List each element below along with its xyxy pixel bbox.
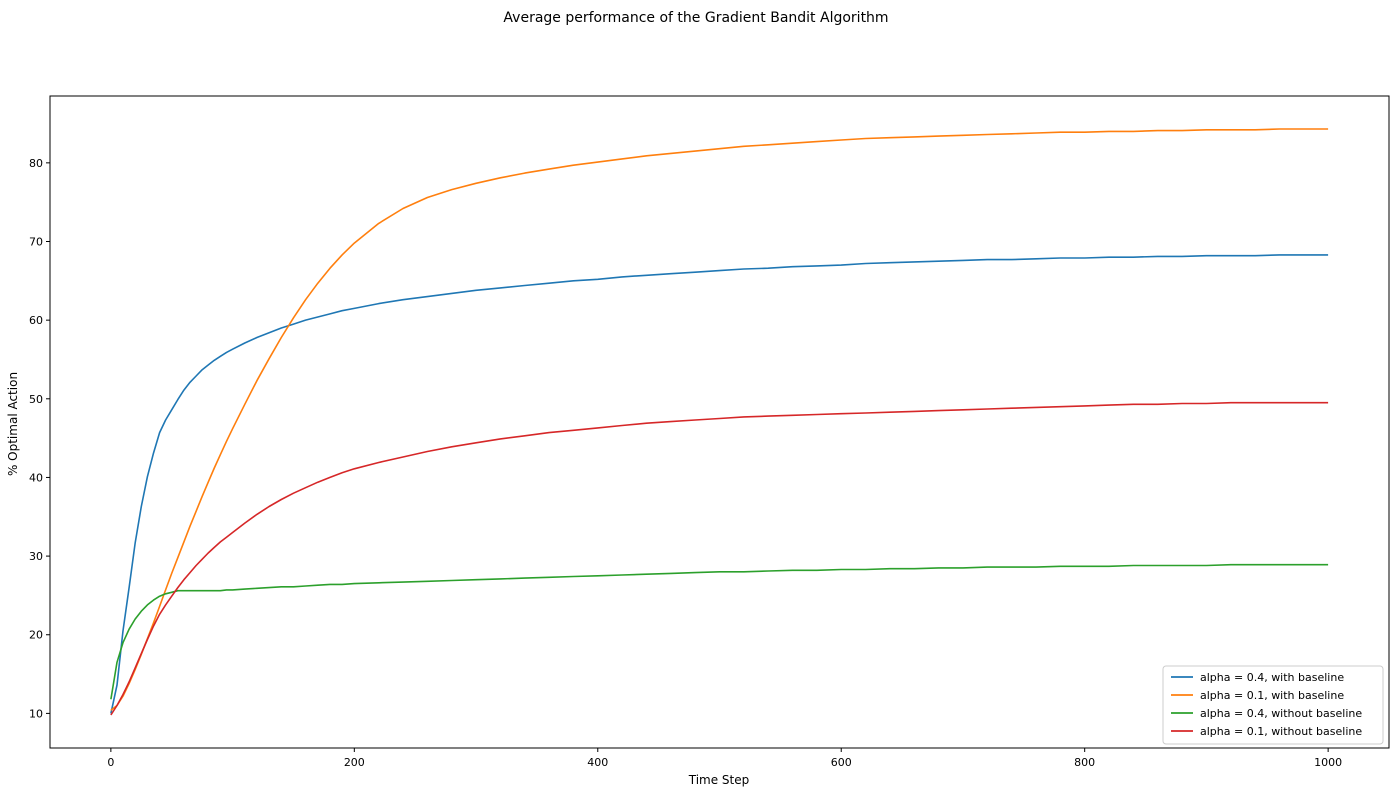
legend-label: alpha = 0.4, without baseline	[1200, 707, 1362, 720]
y-axis-label: % Optimal Action	[6, 372, 20, 476]
chart-title: Average performance of the Gradient Band…	[503, 10, 888, 26]
y-tick-label: 50	[29, 393, 43, 406]
x-tick-label: 800	[1074, 756, 1095, 769]
legend-label: alpha = 0.4, with baseline	[1200, 671, 1344, 684]
y-tick-label: 60	[29, 314, 43, 327]
x-tick-label: 600	[831, 756, 852, 769]
x-tick-label: 0	[107, 756, 114, 769]
y-tick-label: 80	[29, 157, 43, 170]
y-tick-label: 20	[29, 629, 43, 642]
y-tick-label: 10	[29, 707, 43, 720]
series-line-4	[110, 401, 1329, 716]
y-tick-label: 40	[29, 471, 43, 484]
axes-layer: 0 200 400 600 800 1000 10 20 30 40 50 60 70 80	[29, 95, 1390, 769]
x-tick-label: 1000	[1314, 756, 1342, 769]
legend-label: alpha = 0.1, with baseline	[1200, 689, 1344, 702]
series-line-3	[110, 563, 1329, 700]
legend-label: alpha = 0.1, without baseline	[1200, 725, 1362, 738]
y-tick-label: 30	[29, 550, 43, 563]
x-axis-label: Time Step	[688, 773, 750, 787]
series-line-1	[110, 254, 1329, 714]
x-tick-label: 200	[344, 756, 365, 769]
y-tick-label: 70	[29, 236, 43, 249]
series-layer	[110, 128, 1329, 716]
plot-frame	[49, 95, 1390, 749]
x-tick-label: 400	[587, 756, 608, 769]
legend: alpha = 0.4, with baseline alpha = 0.1, w…	[1162, 665, 1384, 745]
series-line-2	[110, 128, 1329, 711]
legend-box	[1162, 665, 1384, 745]
